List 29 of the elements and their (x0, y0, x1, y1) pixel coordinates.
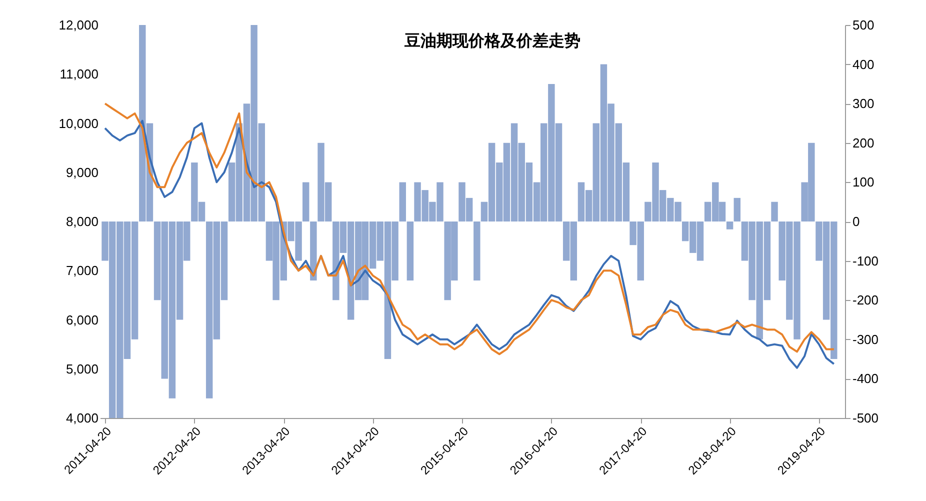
y2-tick-label: -400 (852, 371, 879, 386)
y2-tick-label: -300 (852, 332, 879, 347)
chart-title: 豆油期现价格及价差走势 (404, 31, 580, 50)
y2-tick-label: 100 (852, 174, 874, 190)
bar (474, 222, 480, 280)
bar (399, 182, 406, 222)
bar (310, 222, 317, 280)
y2-tick-label: -100 (852, 253, 879, 268)
y2-tick-label: 300 (852, 96, 874, 112)
y-tick-label: 4,000 (66, 410, 98, 426)
bar (726, 222, 734, 230)
y2-tick-label: 400 (852, 56, 874, 72)
bar (302, 182, 310, 222)
y-tick-label: 12,000 (58, 18, 98, 32)
bar (771, 202, 778, 222)
bar (734, 198, 740, 222)
y-tick-label: 10,000 (58, 116, 98, 131)
y2-tick-label: 500 (852, 18, 874, 32)
bar (406, 222, 414, 280)
y-tick-label: 6,000 (66, 312, 98, 328)
y2-tick-label: -500 (852, 410, 879, 426)
y-tick-label: 5,000 (66, 361, 98, 376)
y-tick-label: 8,000 (66, 214, 98, 229)
y-tick-label: 9,000 (66, 164, 98, 180)
y2-tick-label: -200 (852, 292, 879, 308)
y2-tick-label: 200 (852, 135, 874, 150)
y-tick-label: 7,000 (66, 263, 98, 278)
y-tick-label: 11,000 (60, 66, 98, 82)
y2-tick-label: 0 (852, 214, 860, 229)
